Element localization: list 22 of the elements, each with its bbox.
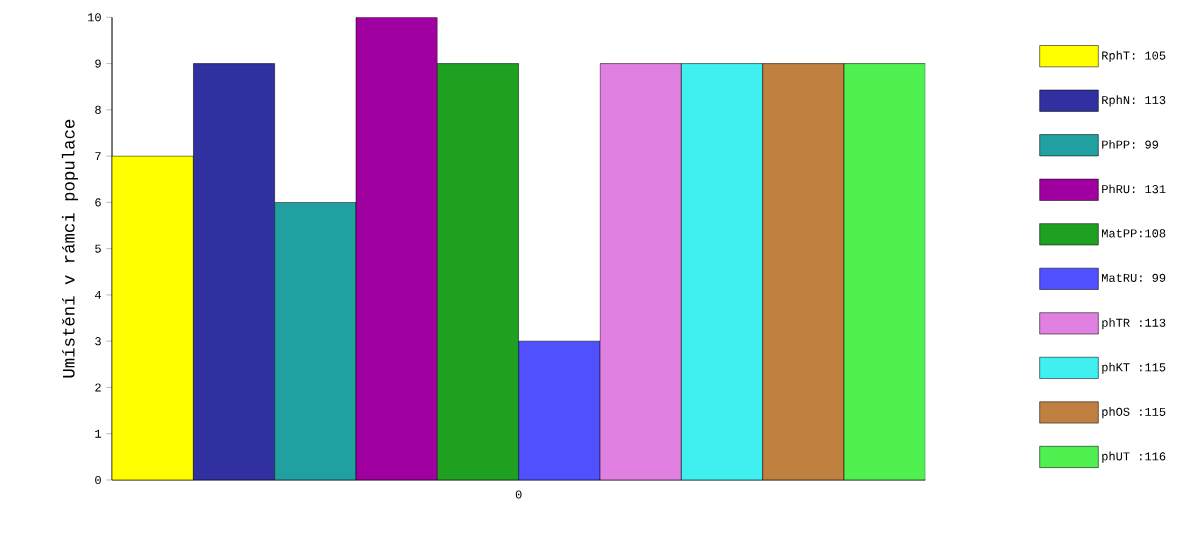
y-tick-label: 8 (95, 105, 101, 114)
y-tick-label: 5 (95, 244, 101, 253)
y-tick-label: 9 (95, 59, 101, 68)
y-tick-label: 0 (95, 475, 101, 485)
legend-label: MatRU: 99 (1102, 273, 1166, 282)
y-tick-label: 1 (95, 429, 102, 438)
y-tick-label: 3 (95, 337, 101, 346)
legend-label: phTR :113 (1102, 318, 1166, 330)
legend-label: MatPP:108 (1102, 229, 1166, 238)
legend-label: RphN: 113 (1102, 95, 1166, 107)
legend-label: phOS :115 (1102, 407, 1166, 419)
legend-label: PhPP: 99 (1102, 139, 1159, 149)
y-axis-title: Umístění v rámci populace (61, 119, 79, 378)
legend-label: phKT :115 (1102, 362, 1166, 374)
y-tick-label: 4 (95, 290, 101, 299)
legend-label: PhRU: 131 (1102, 184, 1166, 194)
y-tick-label: 10 (88, 13, 101, 22)
legend-label: RphT: 105 (1102, 50, 1166, 63)
legend-label: phUT :116 (1102, 451, 1166, 463)
y-tick-label: 2 (95, 383, 101, 392)
y-tick-label: 7 (95, 152, 101, 161)
y-tick-label: 6 (95, 198, 101, 207)
